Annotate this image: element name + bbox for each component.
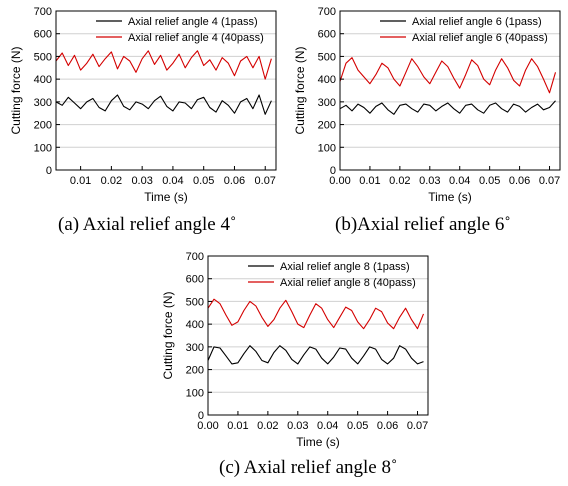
x-tick-label: 0.06 [509,175,530,187]
x-tick-label: 0.02 [389,175,410,187]
legend-label-1: Axial relief angle 8 (1pass) [280,261,410,273]
y-tick-label: 100 [318,142,336,154]
x-axis-label: Time (s) [296,435,340,449]
legend-label-2: Axial relief angle 4 (40pass) [128,32,264,44]
y-axis-label: Cutting force (N) [161,291,175,379]
y-tick-label: 300 [186,342,204,354]
series-line-1 [339,100,556,115]
x-tick-label: 0.06 [224,175,245,187]
x-tick-label: 0.05 [347,420,368,432]
x-tick-label: 0.04 [449,175,470,187]
x-tick-label: 0.01 [70,175,91,187]
x-axis-label: Time (s) [428,190,472,204]
y-tick-label: 200 [318,120,336,132]
y-tick-label: 700 [186,251,204,263]
x-tick-label: 0.03 [287,420,308,432]
y-axis-label: Cutting force (N) [9,46,23,134]
caption-c: (c) Axial relief angle 8˚ [219,457,398,478]
x-tick-label: 0.06 [377,420,398,432]
caption-a: (a) Axial relief angle 4˚ [58,214,237,235]
x-tick-label: 0.04 [317,420,338,432]
legend-label-2: Axial relief angle 6 (40pass) [412,32,548,44]
legend-label-1: Axial relief angle 4 (1pass) [128,16,258,28]
y-tick-label: 700 [318,6,336,18]
y-tick-label: 400 [34,74,52,86]
chart-panel-1: 0 100 200 300 400 500 600 700 0.01 0.02 0.03 0.04 0.… [9,6,277,204]
x-tick-label: 0.03 [419,175,440,187]
x-tick-label: 0.05 [479,175,500,187]
y-tick-label: 300 [34,97,52,109]
y-tick-label: 600 [318,29,336,41]
x-tick-label: 0.07 [407,420,428,432]
series-line-1 [207,345,424,365]
y-tick-label: 300 [318,97,336,109]
plot-frame [339,10,561,171]
x-tick-label: 0.03 [131,175,152,187]
x-tick-label: 0.07 [255,175,276,187]
series-line-1 [55,94,272,115]
y-tick-label: 100 [34,142,52,154]
x-tick-label: 0.00 [197,420,218,432]
series-line-2 [207,298,425,330]
plot-frame [207,255,429,416]
x-tick-label: 0.04 [162,175,183,187]
x-tick-label: 0.01 [359,175,380,187]
y-tick-label: 0 [46,165,52,177]
series-line-2 [55,50,272,80]
x-tick-label: 0.00 [329,175,350,187]
x-tick-label: 0.02 [101,175,122,187]
x-tick-label: 0.05 [193,175,214,187]
chart-panel-3: 0 100 200 300 400 500 600 700 0.00 0.01 0.02 0.03 0.… [161,251,429,449]
y-tick-label: 0 [198,410,204,422]
y-tick-label: 400 [318,74,336,86]
y-tick-label: 500 [186,296,204,308]
y-tick-label: 200 [186,365,204,377]
legend-label-2: Axial relief angle 8 (40pass) [280,277,416,289]
y-tick-label: 0 [330,165,336,177]
plot-frame [55,10,277,171]
caption-b: (b)Axial relief angle 6˚ [335,214,511,235]
y-tick-label: 500 [34,51,52,63]
y-tick-label: 700 [34,6,52,18]
x-axis-label: Time (s) [144,190,188,204]
y-tick-label: 100 [186,387,204,399]
y-tick-label: 600 [34,29,52,41]
legend-label-1: Axial relief angle 6 (1pass) [412,16,542,28]
x-tick-label: 0.01 [227,420,248,432]
y-tick-label: 500 [318,51,336,63]
y-tick-label: 400 [186,319,204,331]
chart-panel-2: 0 100 200 300 400 500 600 700 0.00 0.01 0.02 0.03 0.… [293,6,561,204]
y-tick-label: 200 [34,120,52,132]
x-tick-label: 0.02 [257,420,278,432]
x-tick-label: 0.07 [539,175,560,187]
series-line-2 [339,57,557,94]
y-axis-label: Cutting force (N) [293,46,307,134]
y-tick-label: 600 [186,274,204,286]
